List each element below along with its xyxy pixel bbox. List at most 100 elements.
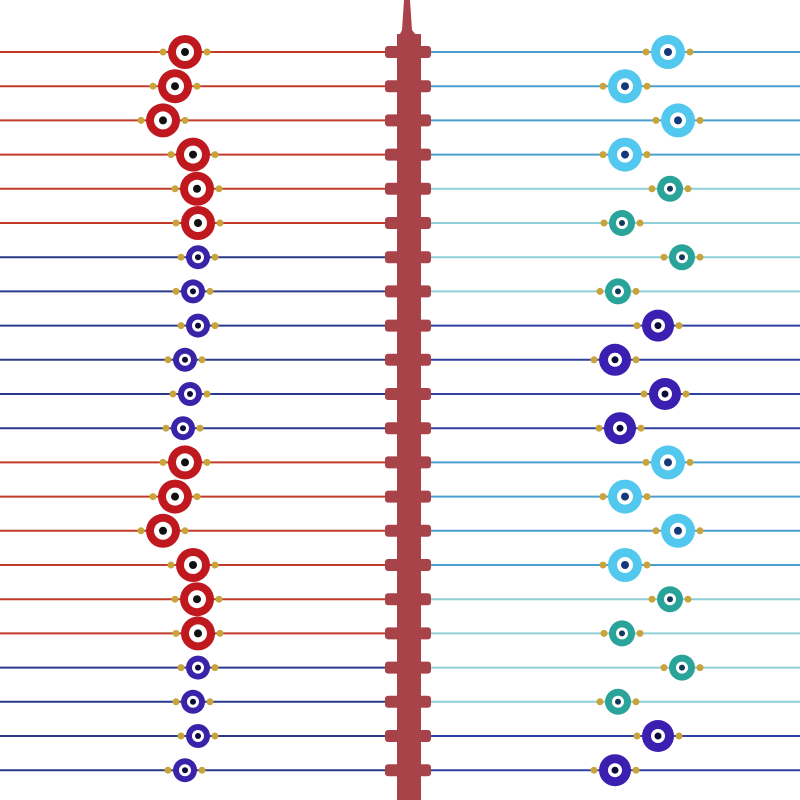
bead bbox=[652, 527, 660, 535]
bead bbox=[171, 595, 179, 603]
bead bbox=[193, 82, 201, 90]
bead bbox=[172, 287, 180, 295]
evil-eye-pupil bbox=[621, 150, 629, 159]
evil-eye-pupil bbox=[194, 219, 202, 227]
evil-eye-pupil bbox=[654, 732, 662, 740]
bead bbox=[171, 185, 179, 193]
evil-eye-pupil bbox=[667, 185, 673, 192]
bead bbox=[137, 116, 145, 124]
bead bbox=[149, 493, 157, 501]
evil-eye-pupil bbox=[621, 561, 629, 569]
evil-eye-pupil bbox=[679, 254, 685, 261]
evil-eye-pupil bbox=[195, 664, 201, 671]
bead bbox=[211, 253, 219, 261]
evil-eye-pupil bbox=[181, 48, 189, 56]
bead bbox=[643, 493, 651, 501]
bead bbox=[172, 698, 180, 706]
bead bbox=[172, 219, 180, 227]
evil-eye-pupil bbox=[654, 322, 662, 330]
bead bbox=[696, 116, 704, 124]
bead bbox=[696, 253, 704, 261]
evil-eye-pupil bbox=[194, 629, 202, 638]
card-tab bbox=[385, 182, 431, 195]
bead bbox=[599, 493, 607, 501]
bead bbox=[675, 322, 683, 330]
bead bbox=[696, 527, 704, 535]
evil-eye-pupil bbox=[664, 458, 672, 467]
evil-eye-pupil bbox=[621, 492, 629, 501]
bead bbox=[696, 664, 704, 672]
bead bbox=[675, 732, 683, 740]
card-tab bbox=[385, 456, 431, 469]
evil-eye-pupil bbox=[619, 220, 625, 226]
card-tab bbox=[385, 593, 431, 606]
bead bbox=[162, 424, 170, 432]
card-tab bbox=[385, 319, 431, 332]
bead bbox=[169, 390, 177, 398]
bead bbox=[640, 390, 648, 398]
bead bbox=[167, 561, 175, 569]
evil-eye-pupil bbox=[171, 82, 179, 91]
bead bbox=[216, 219, 224, 227]
evil-eye-pupil bbox=[182, 356, 188, 363]
bead bbox=[198, 356, 206, 364]
card-tab bbox=[385, 217, 431, 229]
card-tab bbox=[385, 764, 431, 777]
card-tab bbox=[385, 627, 431, 640]
bead bbox=[211, 151, 219, 159]
card-tab bbox=[385, 148, 431, 161]
bead bbox=[636, 219, 644, 227]
bead bbox=[632, 287, 640, 295]
bead bbox=[206, 698, 214, 706]
bead bbox=[211, 732, 219, 740]
evil-eye-pupil bbox=[190, 698, 196, 705]
card-tab bbox=[385, 559, 431, 571]
evil-eye-pupil bbox=[667, 596, 673, 603]
bead bbox=[642, 458, 650, 466]
bead bbox=[590, 356, 598, 364]
bead bbox=[211, 561, 219, 569]
evil-eye-pupil bbox=[621, 82, 629, 91]
evil-eye-pupil bbox=[611, 766, 619, 774]
bead bbox=[636, 629, 644, 637]
bead bbox=[149, 82, 157, 90]
bead bbox=[164, 356, 172, 364]
evil-eye-pupil bbox=[189, 150, 197, 159]
evil-eye-pupil bbox=[611, 356, 619, 364]
bead bbox=[660, 664, 668, 672]
bead bbox=[177, 322, 185, 330]
bead bbox=[648, 185, 656, 193]
bead bbox=[643, 561, 651, 569]
card-tab bbox=[385, 80, 431, 93]
evil-eye-pupil bbox=[661, 390, 669, 398]
bead bbox=[660, 253, 668, 261]
bead bbox=[196, 424, 204, 432]
bead bbox=[596, 698, 604, 706]
evil-eye-pupil bbox=[187, 391, 193, 397]
bead bbox=[193, 493, 201, 501]
bead bbox=[596, 287, 604, 295]
evil-eye-pupil bbox=[189, 561, 197, 569]
bead bbox=[632, 356, 640, 364]
bead bbox=[164, 766, 172, 774]
evil-eye-pupil bbox=[180, 425, 186, 432]
bead bbox=[216, 629, 224, 637]
bead bbox=[632, 766, 640, 774]
bead bbox=[590, 766, 598, 774]
bead bbox=[632, 698, 640, 706]
bead bbox=[684, 185, 692, 193]
bead bbox=[643, 82, 651, 90]
evil-eye-pupil bbox=[193, 595, 201, 604]
evil-eye-pupil bbox=[159, 116, 167, 125]
bead bbox=[600, 219, 608, 227]
evil-eye-pupil bbox=[195, 733, 201, 739]
bead bbox=[211, 322, 219, 330]
bead bbox=[181, 527, 189, 535]
bead bbox=[686, 458, 694, 466]
bead bbox=[686, 48, 694, 56]
card-tab bbox=[385, 730, 431, 742]
bead bbox=[599, 561, 607, 569]
bead bbox=[177, 664, 185, 672]
card-tab bbox=[385, 524, 431, 537]
